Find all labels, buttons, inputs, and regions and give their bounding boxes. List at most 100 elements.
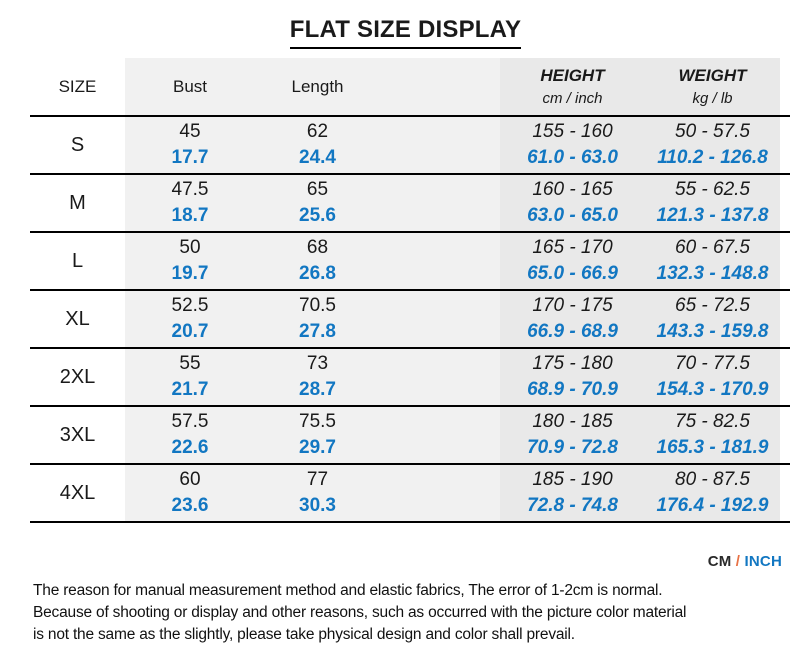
bust-cm-value: 57.5 bbox=[171, 411, 209, 432]
height-cell: 180 - 185 70.9 - 72.8 bbox=[500, 407, 645, 463]
weight-kg-value: 75 - 82.5 bbox=[675, 411, 750, 432]
bust-cell: 55 21.7 bbox=[125, 349, 255, 405]
weight-cell: 70 - 77.5 154.3 - 170.9 bbox=[645, 349, 780, 405]
height-cell: 155 - 160 61.0 - 63.0 bbox=[500, 117, 645, 173]
row-tail bbox=[780, 233, 790, 289]
height-cm-value: 165 - 170 bbox=[532, 237, 613, 258]
header-weight-unit: kg / lb bbox=[692, 90, 733, 107]
header-size: SIZE bbox=[30, 58, 125, 115]
size-cell: 4XL bbox=[30, 465, 125, 521]
spacer-cell bbox=[380, 233, 500, 289]
row-tail bbox=[780, 349, 790, 405]
spacer-cell bbox=[380, 117, 500, 173]
length-inch-value: 27.8 bbox=[299, 321, 336, 342]
table-row: L 50 19.7 68 26.8 165 - 170 65.0 - 66.9 … bbox=[30, 233, 790, 291]
weight-lb-value: 143.3 - 159.8 bbox=[656, 321, 769, 342]
header-weight-label: WEIGHT bbox=[678, 66, 747, 85]
weight-lb-value: 176.4 - 192.9 bbox=[656, 495, 769, 516]
size-cell: S bbox=[30, 117, 125, 173]
bust-cm-value: 50 bbox=[179, 237, 201, 258]
size-cell: 3XL bbox=[30, 407, 125, 463]
weight-kg-value: 65 - 72.5 bbox=[675, 295, 750, 316]
weight-kg-value: 70 - 77.5 bbox=[675, 353, 750, 374]
weight-kg-value: 60 - 67.5 bbox=[675, 237, 750, 258]
length-cell: 77 30.3 bbox=[255, 465, 380, 521]
height-inch-value: 61.0 - 63.0 bbox=[527, 147, 618, 168]
weight-lb-value: 154.3 - 170.9 bbox=[656, 379, 769, 400]
bust-inch-value: 21.7 bbox=[171, 379, 209, 400]
height-inch-value: 63.0 - 65.0 bbox=[527, 205, 618, 226]
header-height-label: HEIGHT bbox=[540, 66, 605, 85]
bust-inch-value: 18.7 bbox=[171, 205, 209, 226]
weight-kg-value: 55 - 62.5 bbox=[675, 179, 750, 200]
row-tail bbox=[780, 175, 790, 231]
header-weight: WEIGHT kg / lb bbox=[645, 58, 780, 115]
header-height: HEIGHT cm / inch bbox=[500, 58, 645, 115]
length-inch-value: 25.6 bbox=[299, 205, 336, 226]
length-inch-value: 26.8 bbox=[299, 263, 336, 284]
weight-cell: 65 - 72.5 143.3 - 159.8 bbox=[645, 291, 780, 347]
length-cell: 75.5 29.7 bbox=[255, 407, 380, 463]
height-cm-value: 160 - 165 bbox=[532, 179, 613, 200]
page-title-text: FLAT SIZE DISPLAY bbox=[289, 16, 522, 49]
row-tail bbox=[780, 465, 790, 521]
spacer-cell bbox=[380, 175, 500, 231]
length-inch-value: 29.7 bbox=[299, 437, 336, 458]
height-cell: 160 - 165 63.0 - 65.0 bbox=[500, 175, 645, 231]
table-row: 3XL 57.5 22.6 75.5 29.7 180 - 185 70.9 -… bbox=[30, 407, 790, 465]
size-table: SIZE Bust Length HEIGHT cm / inch WEIGHT… bbox=[30, 58, 790, 523]
weight-cell: 50 - 57.5 110.2 - 126.8 bbox=[645, 117, 780, 173]
length-cm-value: 68 bbox=[306, 237, 329, 258]
weight-cell: 60 - 67.5 132.3 - 148.8 bbox=[645, 233, 780, 289]
bust-cm-value: 55 bbox=[179, 353, 201, 374]
spacer-cell bbox=[380, 465, 500, 521]
spacer-cell bbox=[380, 291, 500, 347]
table-row: XL 52.5 20.7 70.5 27.8 170 - 175 66.9 - … bbox=[30, 291, 790, 349]
table-row: 2XL 55 21.7 73 28.7 175 - 180 68.9 - 70.… bbox=[30, 349, 790, 407]
row-tail bbox=[780, 291, 790, 347]
height-cm-value: 185 - 190 bbox=[532, 469, 613, 490]
length-cm-value: 75.5 bbox=[299, 411, 336, 432]
bust-inch-value: 22.6 bbox=[171, 437, 209, 458]
length-inch-value: 28.7 bbox=[299, 379, 336, 400]
length-inch-value: 24.4 bbox=[299, 147, 336, 168]
height-cell: 175 - 180 68.9 - 70.9 bbox=[500, 349, 645, 405]
height-inch-value: 70.9 - 72.8 bbox=[527, 437, 618, 458]
table-header-row: SIZE Bust Length HEIGHT cm / inch WEIGHT… bbox=[30, 58, 790, 117]
length-cell: 73 28.7 bbox=[255, 349, 380, 405]
table-row: S 45 17.7 62 24.4 155 - 160 61.0 - 63.0 … bbox=[30, 117, 790, 175]
row-tail bbox=[780, 407, 790, 463]
bust-cell: 52.5 20.7 bbox=[125, 291, 255, 347]
bust-inch-value: 19.7 bbox=[171, 263, 209, 284]
weight-kg-value: 50 - 57.5 bbox=[675, 121, 750, 142]
size-cell: M bbox=[30, 175, 125, 231]
bust-cell: 57.5 22.6 bbox=[125, 407, 255, 463]
header-bust: Bust bbox=[125, 58, 255, 115]
weight-kg-value: 80 - 87.5 bbox=[675, 469, 750, 490]
length-cell: 65 25.6 bbox=[255, 175, 380, 231]
cm-label: CM bbox=[707, 553, 732, 570]
bust-inch-value: 23.6 bbox=[171, 495, 209, 516]
bust-inch-value: 17.7 bbox=[171, 147, 209, 168]
bust-cell: 45 17.7 bbox=[125, 117, 255, 173]
page-title: FLAT SIZE DISPLAY bbox=[0, 16, 811, 49]
table-row: M 47.5 18.7 65 25.6 160 - 165 63.0 - 65.… bbox=[30, 175, 790, 233]
height-cm-value: 180 - 185 bbox=[532, 411, 613, 432]
length-cell: 62 24.4 bbox=[255, 117, 380, 173]
unit-legend: CM / INCH bbox=[708, 553, 782, 570]
length-cm-value: 77 bbox=[306, 469, 329, 490]
bust-cm-value: 52.5 bbox=[171, 295, 209, 316]
weight-lb-value: 132.3 - 148.8 bbox=[656, 263, 769, 284]
weight-cell: 80 - 87.5 176.4 - 192.9 bbox=[645, 465, 780, 521]
weight-lb-value: 165.3 - 181.9 bbox=[656, 437, 769, 458]
length-inch-value: 30.3 bbox=[299, 495, 336, 516]
inch-label: INCH bbox=[744, 553, 782, 570]
spacer-cell bbox=[380, 349, 500, 405]
bust-cm-value: 47.5 bbox=[171, 179, 209, 200]
weight-cell: 55 - 62.5 121.3 - 137.8 bbox=[645, 175, 780, 231]
height-cell: 170 - 175 66.9 - 68.9 bbox=[500, 291, 645, 347]
height-inch-value: 65.0 - 66.9 bbox=[527, 263, 618, 284]
height-inch-value: 68.9 - 70.9 bbox=[527, 379, 618, 400]
header-height-unit: cm / inch bbox=[542, 90, 603, 107]
length-cm-value: 70.5 bbox=[299, 295, 336, 316]
